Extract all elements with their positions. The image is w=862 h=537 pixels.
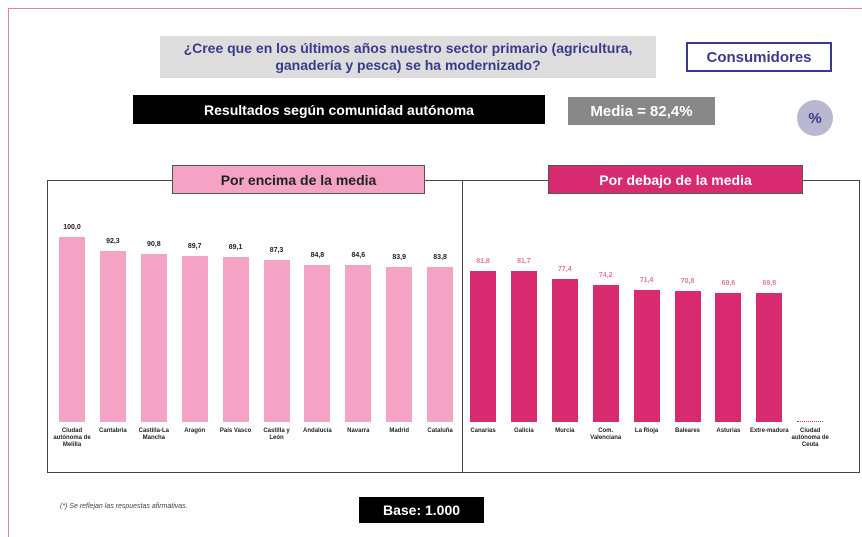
value-label: 83,8	[433, 253, 447, 261]
chart-frame	[47, 180, 860, 473]
bar	[345, 265, 372, 422]
divider	[462, 180, 463, 473]
bar	[470, 270, 496, 422]
title: ¿Cree que en los últimos años nuestro se…	[160, 36, 656, 78]
category-label: Canarias	[470, 428, 496, 434]
category-label: Cataluña	[427, 428, 453, 434]
bar	[263, 260, 290, 422]
value-label: 92,3	[106, 238, 120, 246]
value-label: 83,9	[392, 253, 406, 261]
value-label: 69,8	[762, 279, 777, 287]
value-label: 70,8	[680, 278, 695, 286]
bar	[304, 265, 331, 422]
footnote: (*) Se reflejan las respuestas afirmativ…	[60, 503, 188, 510]
audience: Consumidores	[686, 42, 832, 72]
panel-header: Por encima de la media	[172, 165, 425, 194]
bar	[140, 254, 167, 422]
category-label: Ciudad autónoma de Melilla	[53, 428, 91, 448]
bar	[756, 292, 783, 422]
value-label: 90,8	[146, 241, 161, 249]
category-label: Castilla-La Mancha	[138, 428, 169, 441]
value-label: 81,7	[517, 257, 531, 265]
category-label: Murcia	[555, 428, 575, 434]
value-label: 69,6	[721, 280, 736, 288]
bar	[715, 293, 742, 422]
bar	[386, 266, 413, 422]
value-label: 87,3	[269, 247, 284, 255]
category-label: Galicia	[514, 428, 534, 434]
base: Base: 1.000	[359, 497, 484, 523]
category-label: Com. Valenciana	[590, 428, 622, 441]
category-label: Aragón	[184, 428, 206, 434]
unit-badge: %	[797, 100, 833, 136]
value-label: 89,7	[187, 243, 202, 251]
category-label: La Rioja	[634, 428, 659, 434]
category-label: Cantabria	[99, 428, 127, 434]
category-label: Extre-madura	[749, 428, 789, 434]
value-label: 89,1	[228, 244, 243, 252]
category-label: Andalucía	[303, 428, 332, 434]
value-label: 77,4	[557, 265, 572, 273]
bar	[427, 266, 454, 422]
subtitle: Resultados según comunidad autónoma	[133, 95, 545, 124]
value-label: 81,8	[476, 257, 490, 265]
bar	[99, 251, 126, 422]
empty-marker	[797, 421, 824, 422]
bar	[592, 284, 619, 422]
category-label: Madrid	[389, 428, 410, 434]
bar	[222, 257, 249, 422]
category-label: Asturias	[716, 428, 741, 434]
bar	[633, 289, 660, 422]
value-label: 100,0	[63, 224, 81, 231]
panel-header: Por debajo de la media	[548, 165, 803, 194]
category-label: Navarra	[347, 428, 370, 434]
mean: Media = 82,4%	[568, 97, 715, 125]
bar	[674, 291, 701, 422]
bar	[510, 270, 537, 422]
category-label: Castilla y León	[263, 428, 290, 441]
category-label: Ciudad autónoma de Ceuta	[791, 428, 829, 448]
value-label: 84,8	[310, 252, 325, 260]
value-label: 74,2	[598, 271, 613, 279]
value-label: 84,6	[351, 252, 366, 260]
value-label: 71,4	[639, 276, 654, 284]
category-label: País Vasco	[219, 428, 252, 434]
frame	[8, 8, 862, 537]
category-label: Baleares	[674, 428, 701, 434]
bar	[181, 256, 208, 422]
bar	[59, 237, 85, 422]
bar	[551, 278, 578, 422]
